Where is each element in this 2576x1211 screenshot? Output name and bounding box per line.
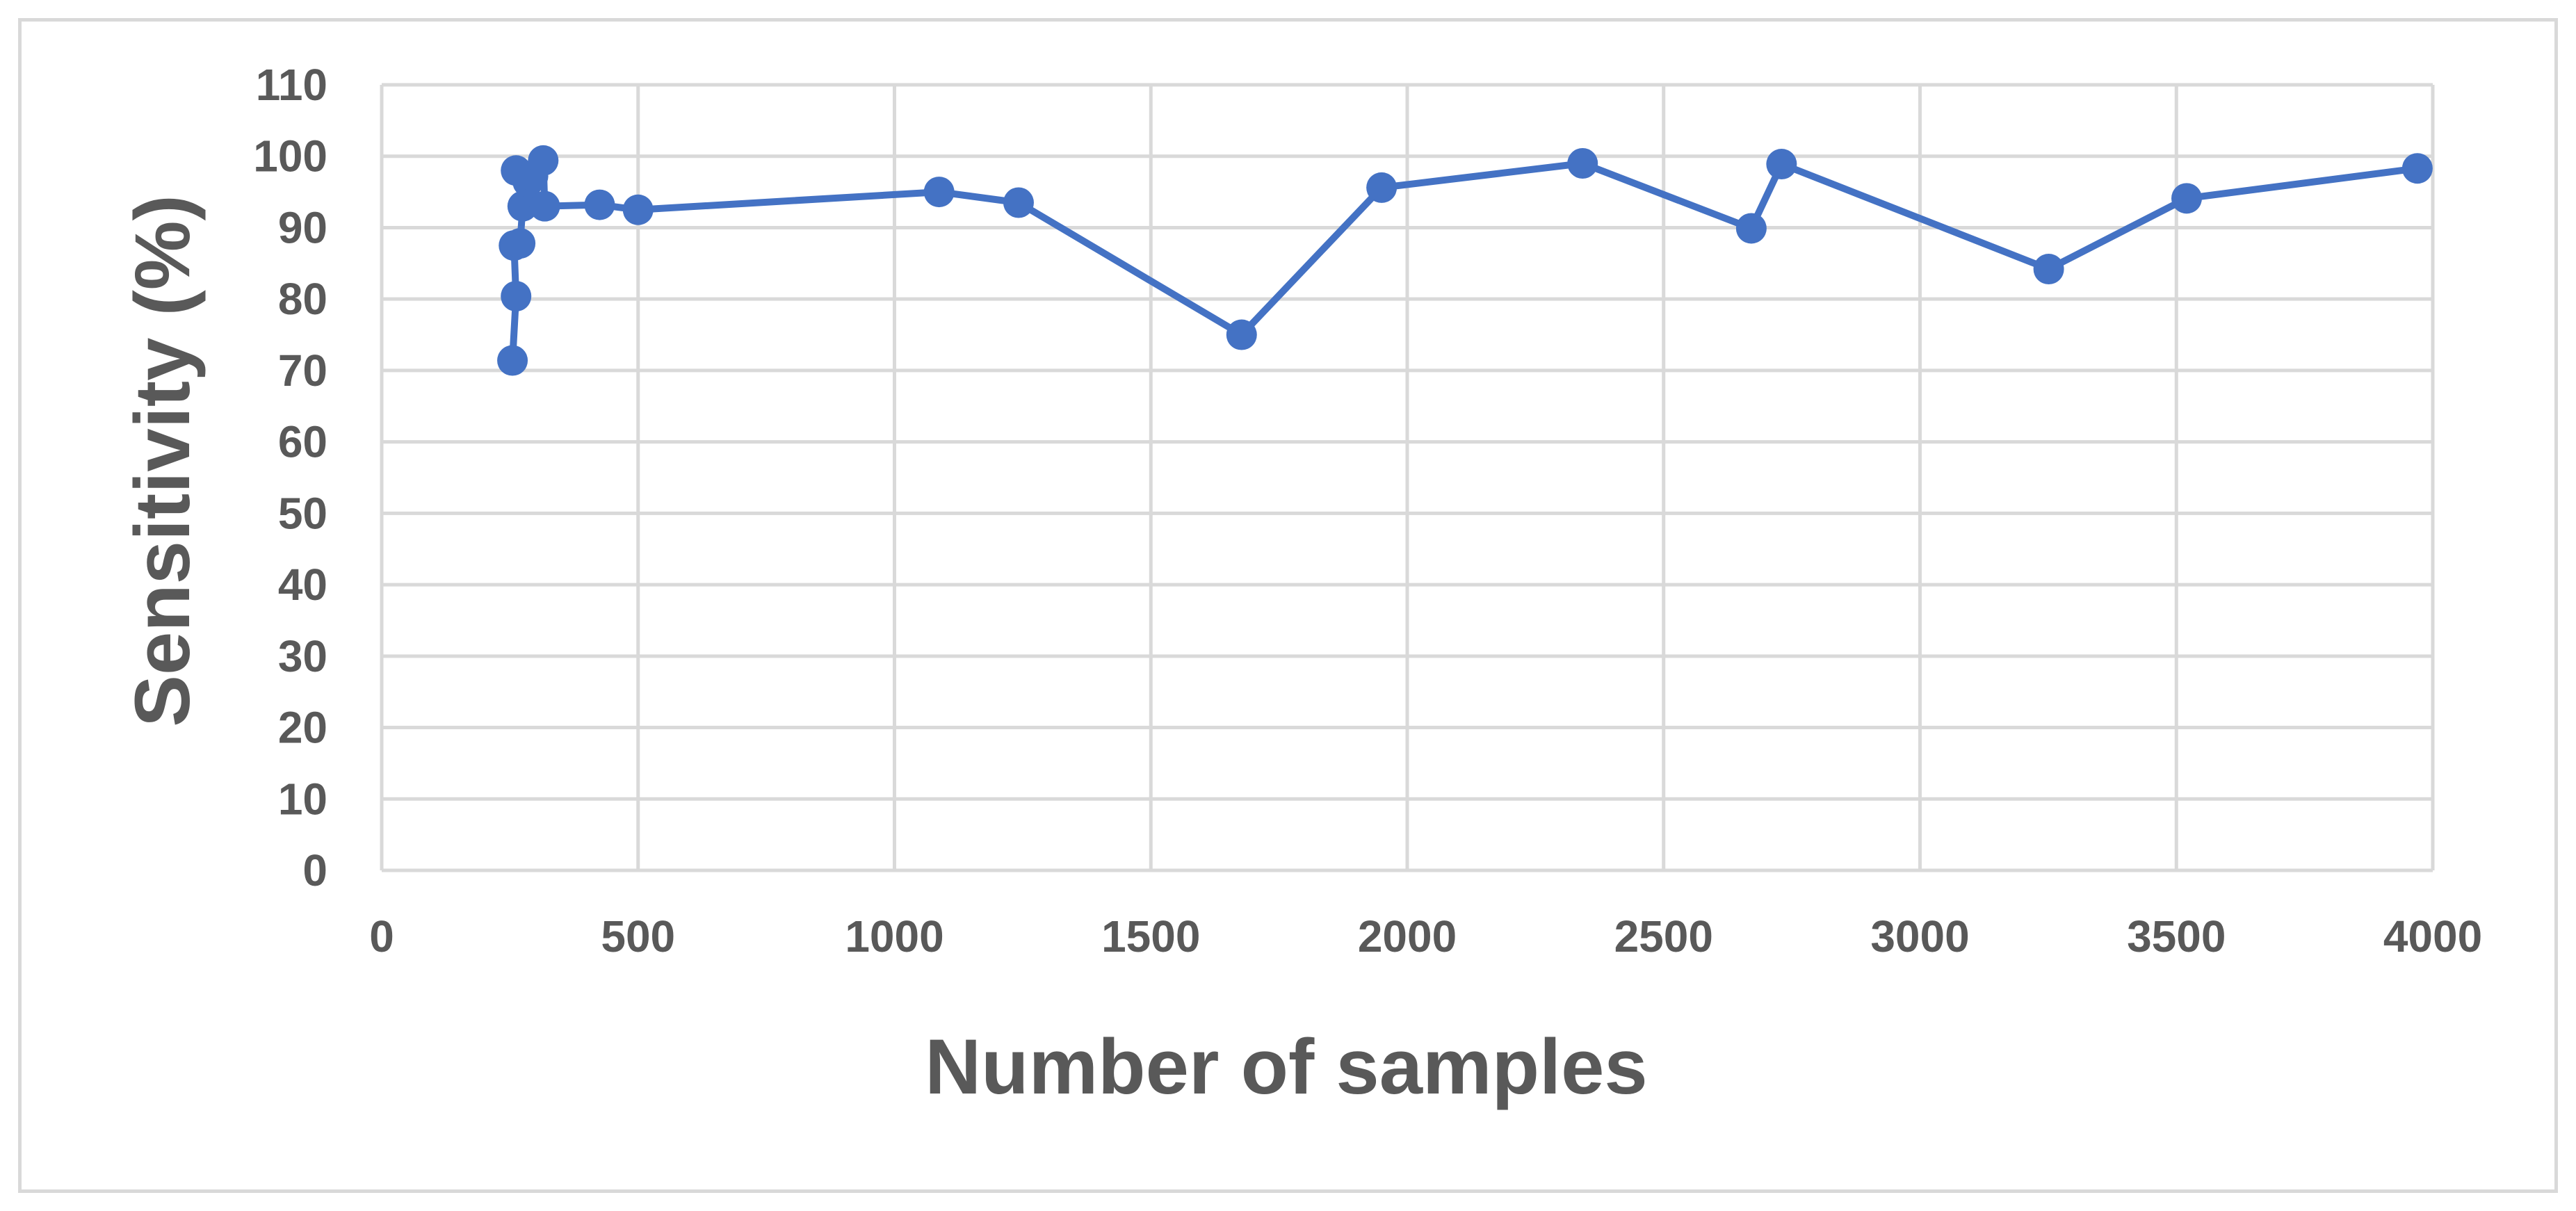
y-tick-label: 50 <box>278 488 327 538</box>
data-point <box>497 345 528 376</box>
data-point <box>584 189 615 220</box>
data-point <box>622 194 654 225</box>
chart-frame <box>18 18 2558 1193</box>
data-point <box>2401 153 2433 184</box>
data-point <box>528 145 559 176</box>
y-axis-tick-labels: 0 10 20 30 40 50 60 70 80 90 100 110 <box>253 60 327 895</box>
data-point <box>507 190 538 222</box>
y-tick-label: 90 <box>278 202 327 252</box>
data-point <box>1735 213 1767 244</box>
data-point <box>2033 254 2064 285</box>
data-point <box>529 190 560 222</box>
series-layer <box>497 145 2433 376</box>
y-tick-label: 60 <box>278 417 327 467</box>
y-tick-label: 10 <box>278 774 327 824</box>
x-tick-label: 3000 <box>1870 911 1969 961</box>
data-point <box>1003 187 1034 218</box>
x-axis-title: Number of samples <box>925 1023 1647 1110</box>
y-axis-title: Sensitivity (%) <box>119 195 206 727</box>
x-tick-label: 500 <box>601 911 675 961</box>
data-point <box>1226 319 1257 350</box>
y-tick-label: 110 <box>256 60 327 110</box>
y-tick-label: 70 <box>278 346 327 396</box>
series-line <box>509 156 2421 364</box>
y-tick-label: 80 <box>278 274 327 324</box>
y-tick-label: 40 <box>278 560 327 610</box>
x-tick-label: 4000 <box>2383 911 2482 961</box>
x-tick-label: 2500 <box>1614 911 1713 961</box>
x-tick-label: 0 <box>369 911 394 961</box>
y-tick-label: 30 <box>278 631 327 681</box>
x-gridlines <box>380 85 2435 870</box>
data-point <box>1567 148 1598 179</box>
x-tick-label: 1500 <box>1101 911 1200 961</box>
data-point <box>923 177 955 208</box>
x-tick-label: 1000 <box>845 911 943 961</box>
y-tick-label: 20 <box>278 703 327 753</box>
x-tick-label: 3500 <box>2127 911 2226 961</box>
x-axis-tick-labels: 0 500 1000 1500 2000 2500 3000 3500 4000 <box>369 911 2482 961</box>
data-point <box>501 281 532 312</box>
data-point <box>1766 149 1797 180</box>
data-point <box>505 228 536 259</box>
y-tick-label: 0 <box>302 845 327 895</box>
data-point <box>2171 183 2202 214</box>
y-tick-label: 100 <box>253 131 327 181</box>
x-tick-label: 2000 <box>1358 911 1457 961</box>
data-point <box>1366 172 1398 203</box>
